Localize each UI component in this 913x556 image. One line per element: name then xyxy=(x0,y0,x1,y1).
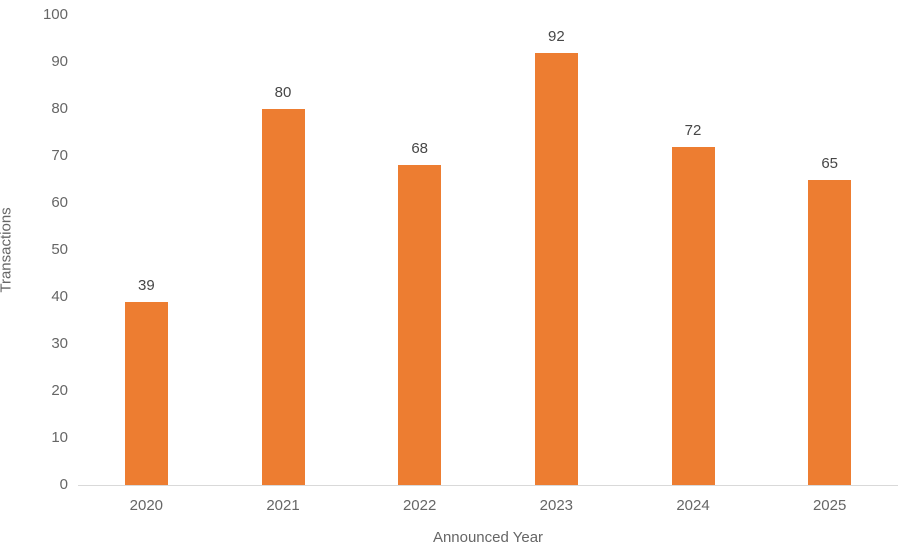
bar-2023[interactable] xyxy=(534,52,578,485)
bar-value-label: 68 xyxy=(411,140,428,158)
bar-2024[interactable] xyxy=(671,146,715,485)
x-axis-title: Announced Year xyxy=(432,529,544,546)
bar-value-label: 80 xyxy=(274,84,292,101)
y-tick-label: 40 xyxy=(51,288,68,305)
y-tick-label: 10 xyxy=(51,429,68,446)
bar-2022[interactable] xyxy=(398,165,442,485)
y-tick-label: 30 xyxy=(51,335,68,352)
y-axis-ticks: 0 10 20 30 40 50 60 70 80 90 100 xyxy=(0,0,68,556)
x-tick-label: 2024 xyxy=(676,497,710,514)
bar-2020[interactable] xyxy=(124,301,168,485)
bar-value-label: 65 xyxy=(821,154,838,172)
x-axis-ticks: 2020 2021 2022 2023 2024 2025 xyxy=(78,497,898,517)
bar-value-label: 92 xyxy=(547,27,565,45)
y-tick-label: 100 xyxy=(42,6,68,23)
plot-area: 39 80 68 92 72 65 xyxy=(78,15,898,486)
bar-value-label: 72 xyxy=(684,121,702,139)
x-tick-label: 2020 xyxy=(129,497,164,514)
x-tick-label: 2023 xyxy=(539,497,574,514)
y-tick-label: 80 xyxy=(51,100,68,117)
y-tick-label: 20 xyxy=(51,382,68,399)
x-tick-label: 2025 xyxy=(812,497,847,514)
y-tick-label: 50 xyxy=(51,241,68,258)
y-tick-label: 70 xyxy=(51,147,68,164)
y-tick-label: 0 xyxy=(59,476,68,493)
x-tick-label: 2022 xyxy=(402,497,437,514)
x-tick-label: 2021 xyxy=(266,497,300,514)
bar-2021[interactable] xyxy=(261,109,305,485)
bar-2025[interactable] xyxy=(808,179,852,485)
y-tick-label: 60 xyxy=(51,194,68,211)
y-tick-label: 90 xyxy=(51,53,68,70)
bar-value-label: 39 xyxy=(137,276,155,294)
